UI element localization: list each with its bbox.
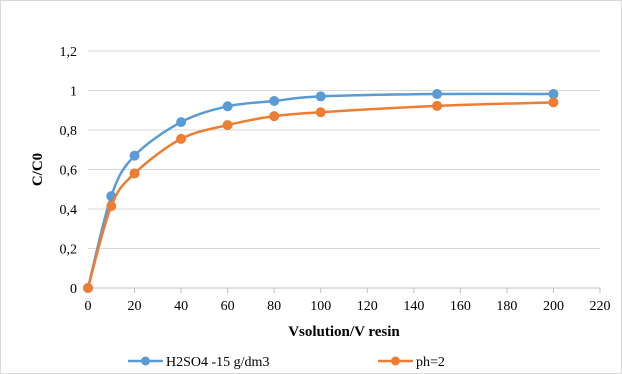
legend: H2SO4 -15 g/dm3 ph=2	[128, 355, 445, 370]
series-lines	[83, 89, 559, 293]
data-point	[315, 107, 326, 118]
series-1	[83, 97, 559, 293]
data-point	[176, 133, 187, 144]
data-point	[106, 201, 117, 212]
x-tick-label: 120	[357, 299, 378, 314]
y-tick-label: 0,2	[60, 243, 78, 258]
x-tick-label: 20	[128, 299, 142, 314]
data-point	[222, 120, 233, 131]
x-tick-label: 0	[85, 299, 92, 314]
x-tick-label: 100	[310, 299, 331, 314]
data-point	[83, 283, 93, 293]
data-point	[548, 97, 559, 108]
data-point	[129, 150, 140, 161]
x-tick-label: 80	[267, 299, 281, 314]
y-tick-label: 0,6	[60, 164, 78, 179]
data-point	[269, 111, 280, 122]
y-tick-label: 0,4	[60, 203, 78, 218]
x-tick-label: 140	[403, 299, 424, 314]
legend-label-1: ph=2	[416, 355, 445, 370]
x-tick-label: 160	[450, 299, 471, 314]
y-tick-label: 1,2	[60, 45, 78, 60]
y-tick-label: 0	[70, 282, 77, 297]
data-point	[315, 91, 326, 102]
legend-marker-0	[141, 356, 150, 366]
data-point	[269, 95, 280, 106]
legend-marker-1	[391, 356, 400, 366]
x-tick-label: 60	[221, 299, 235, 314]
data-point	[129, 168, 140, 179]
series-0	[83, 89, 559, 293]
gridlines	[88, 50, 600, 249]
data-point	[432, 100, 443, 111]
x-tick-label: 200	[543, 299, 564, 314]
x-tick-label: 40	[174, 299, 188, 314]
data-point	[222, 101, 233, 112]
series-line	[86, 101, 554, 289]
data-point	[432, 89, 443, 100]
x-axis-title: Vsolution/V resin	[288, 324, 400, 340]
x-tick-label: 180	[496, 299, 517, 314]
legend-label-0: H2SO4 -15 g/dm3	[166, 355, 269, 370]
data-point	[176, 117, 187, 128]
axes: 0 0,2 0,4 0,6 0,8 1 1,2 0 20 40 60 80 100 120 140 160 18…	[60, 45, 611, 314]
y-tick-label: 0,8	[60, 124, 78, 139]
data-point	[548, 89, 559, 100]
x-tick-label: 220	[590, 299, 611, 314]
y-tick-label: 1	[70, 85, 77, 100]
y-axis-title: C/C0	[30, 153, 46, 186]
series-line	[86, 92, 554, 289]
